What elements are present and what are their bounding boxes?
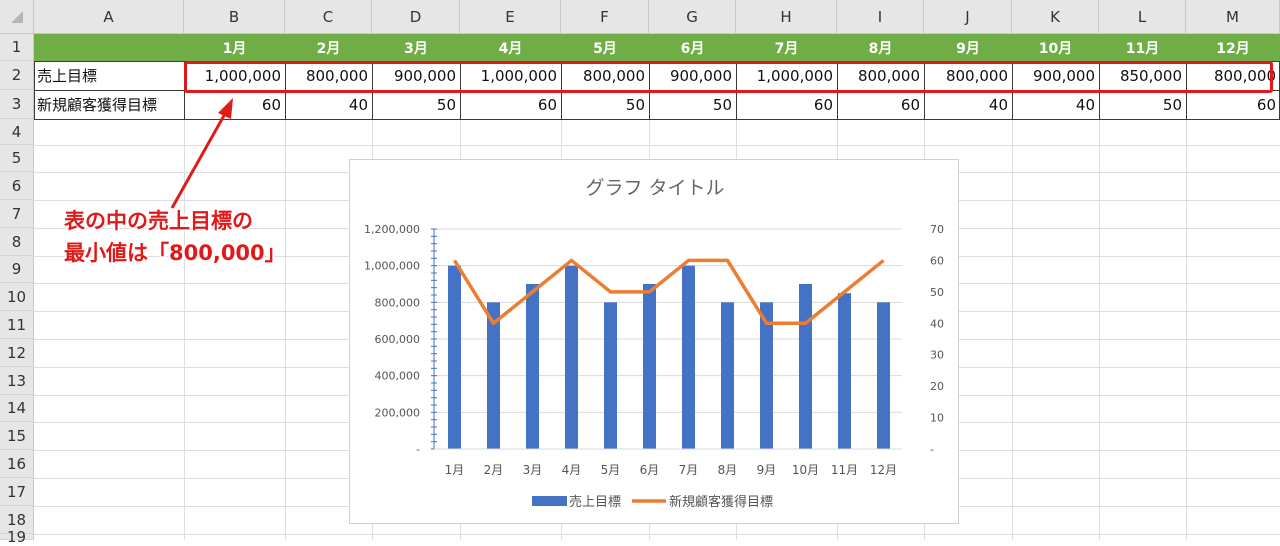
- callout-line2: 最小値は「800,000」: [64, 237, 286, 269]
- arrow-head-icon: [218, 98, 233, 119]
- callout-line1: 表の中の売上目標の: [64, 205, 286, 237]
- callout-text: 表の中の売上目標の 最小値は「800,000」: [64, 205, 286, 269]
- arrow-line: [172, 112, 226, 208]
